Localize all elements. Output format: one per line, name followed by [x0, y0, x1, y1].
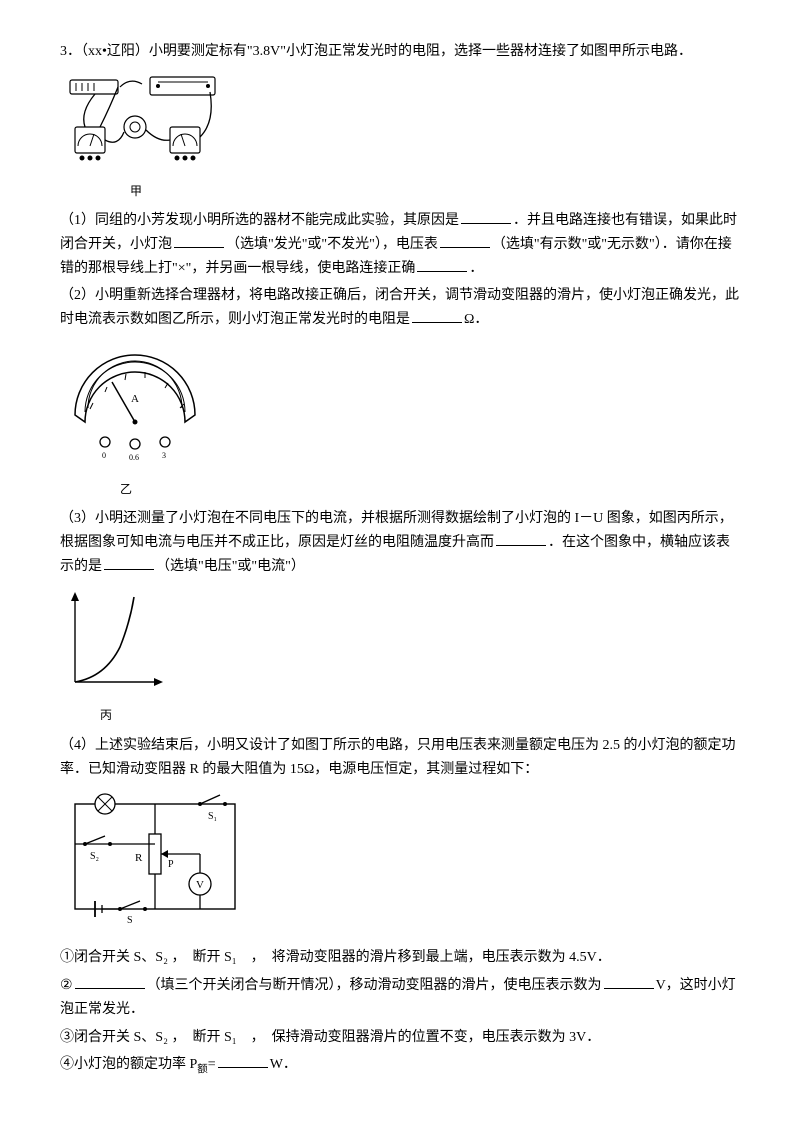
label-R: R — [135, 852, 143, 864]
p1c: （选填"发光"或"不发光"），电压表 — [226, 237, 438, 252]
blank-voltmeter[interactable] — [440, 234, 490, 248]
label-s2: S₂ — [90, 851, 99, 862]
p4a: （4）上述实验结束后，小明又设计了如图丁所示的电路，只用电压表来测量额定电压为 … — [60, 738, 736, 777]
step4: ④小灯泡的额定功率 P额= W． — [60, 1053, 740, 1079]
blank-voltage[interactable] — [604, 975, 654, 989]
blank-power[interactable] — [218, 1054, 268, 1068]
blank-switches[interactable] — [75, 975, 145, 989]
blank-light[interactable] — [174, 234, 224, 248]
step1: ①闭合开关 S、S₂ ， 断开 S₁ ， 将滑动变阻器的滑片移到最上端，电压表示… — [60, 946, 740, 970]
blank-axis[interactable] — [104, 556, 154, 570]
step2: ②（填三个开关闭合与断开情况），移动滑动变阻器的滑片，使电压表示数为V，这时小灯… — [60, 974, 740, 1022]
step4c: W． — [270, 1057, 297, 1072]
p1a: （1）同组的小芳发现小明所选的器材不能完成此实验，其原因是 — [60, 213, 459, 228]
ammeter-r2: 3 — [162, 451, 166, 460]
p2a: （2）小明重新选择合理器材，将电路改接正确后，闭合开关，调节滑动变阻器的滑片，使… — [60, 288, 739, 327]
blank-reason[interactable] — [461, 210, 511, 224]
fig1-label: 甲 — [130, 181, 740, 201]
step3: ③闭合开关 S、S₂ ， 断开 S₁ ， 保持滑动变阻器滑片的位置不变，电压表示… — [60, 1026, 740, 1050]
iu-curve-icon — [60, 587, 170, 697]
step4b: = — [208, 1057, 216, 1072]
circuit-diagram-icon: S₁ S₂ R P V S — [60, 789, 260, 929]
qsrc: （xx•辽阳） — [81, 44, 149, 59]
figure-jia: 甲 — [60, 72, 740, 201]
ammeter-r1: 0.6 — [129, 453, 139, 462]
qtext: 小明要测定标有"3.8V"小灯泡正常发光时的电阻，选择一些器材连接了如图甲所示电… — [149, 44, 692, 59]
step2a: ② — [60, 978, 73, 993]
step3-text: ③闭合开关 S、S₂ ， 断开 S₁ ， 保持滑动变阻器滑片的位置不变，电压表示… — [60, 1030, 600, 1045]
qnum: 3． — [60, 44, 81, 59]
step1-text: ①闭合开关 S、S₂ ， 断开 S₁ ， 将滑动变阻器的滑片移到最上端，电压表示… — [60, 950, 611, 965]
step2b: （填三个开关闭合与断开情况），移动滑动变阻器的滑片，使电压表示数为 — [147, 978, 602, 993]
ammeter-icon: A 0 0.6 3 — [60, 340, 210, 470]
label-s1: S₁ — [208, 811, 217, 822]
part1: （1）同组的小芳发现小明所选的器材不能完成此实验，其原因是．并且电路连接也有错误… — [60, 209, 740, 280]
part2: （2）小明重新选择合理器材，将电路改接正确后，闭合开关，调节滑动变阻器的滑片，使… — [60, 284, 740, 332]
label-S: S — [127, 915, 133, 926]
ammeter-zero: 0 — [102, 451, 106, 460]
label-V: V — [196, 879, 204, 891]
figure-yi: A 0 0.6 3 乙 — [60, 340, 740, 499]
blank-resistance[interactable] — [412, 309, 462, 323]
p3c: （选填"电压"或"电流"） — [156, 559, 305, 574]
p2b: Ω． — [464, 312, 488, 327]
circuit-photo-icon — [60, 72, 230, 172]
label-P: P — [168, 859, 174, 870]
figure-bing: 丙 — [60, 587, 740, 726]
part4: （4）上述实验结束后，小明又设计了如图丁所示的电路，只用电压表来测量额定电压为 … — [60, 734, 740, 782]
blank-correct[interactable] — [417, 258, 467, 272]
p1e: ． — [469, 261, 483, 276]
fig2-label: 乙 — [120, 479, 740, 499]
step4sub: 额 — [197, 1064, 208, 1075]
question-intro: 3．（xx•辽阳）小明要测定标有"3.8V"小灯泡正常发光时的电阻，选择一些器材… — [60, 40, 740, 64]
figure-ding: S₁ S₂ R P V S — [60, 789, 740, 938]
step4a: ④小灯泡的额定功率 P — [60, 1057, 197, 1072]
ammeter-A: A — [131, 393, 139, 405]
fig3-label: 丙 — [100, 705, 740, 725]
part3: （3）小明还测量了小灯泡在不同电压下的电流，并根据所测得数据绘制了小灯泡的 I－… — [60, 507, 740, 578]
blank-temp[interactable] — [496, 532, 546, 546]
